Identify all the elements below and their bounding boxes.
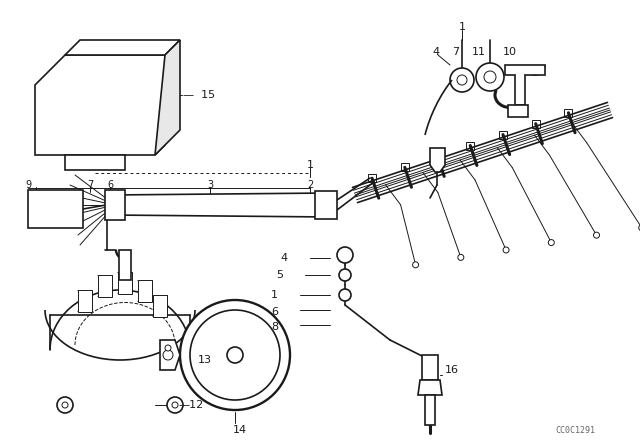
Bar — [118, 272, 132, 294]
Bar — [119, 250, 131, 280]
Bar — [508, 105, 528, 117]
Circle shape — [593, 232, 600, 238]
Circle shape — [57, 397, 73, 413]
Circle shape — [450, 68, 474, 92]
Text: 16: 16 — [445, 365, 459, 375]
Circle shape — [548, 240, 554, 246]
Polygon shape — [65, 155, 125, 170]
Text: —12: —12 — [178, 400, 204, 410]
Polygon shape — [65, 40, 180, 55]
Polygon shape — [155, 40, 180, 155]
Circle shape — [337, 247, 353, 263]
Text: 7: 7 — [87, 180, 93, 190]
Bar — [425, 395, 435, 425]
Circle shape — [484, 71, 496, 83]
Text: 6: 6 — [107, 180, 113, 190]
Circle shape — [165, 345, 171, 351]
Bar — [433, 152, 442, 160]
Bar — [78, 290, 92, 312]
Text: 14: 14 — [233, 425, 247, 435]
Text: —  15: — 15 — [183, 90, 215, 100]
Bar — [28, 190, 83, 228]
Bar — [499, 131, 507, 138]
Text: 7: 7 — [452, 47, 459, 57]
Text: 2: 2 — [307, 180, 313, 190]
Text: 8: 8 — [271, 322, 278, 332]
Circle shape — [476, 63, 504, 91]
Text: 10: 10 — [503, 47, 517, 57]
Circle shape — [639, 225, 640, 231]
Polygon shape — [430, 148, 445, 172]
Circle shape — [62, 402, 68, 408]
Circle shape — [180, 300, 290, 410]
Bar — [105, 190, 125, 220]
Bar — [532, 120, 540, 128]
Circle shape — [339, 289, 351, 301]
Text: CC0C1291: CC0C1291 — [555, 426, 595, 435]
Bar — [315, 191, 337, 219]
Text: 4: 4 — [432, 47, 439, 57]
Circle shape — [172, 402, 178, 408]
Bar — [564, 109, 572, 117]
Polygon shape — [418, 380, 442, 395]
Bar — [98, 275, 112, 297]
Bar — [422, 355, 438, 380]
Polygon shape — [110, 193, 330, 217]
Text: 1: 1 — [307, 160, 314, 170]
Circle shape — [457, 75, 467, 85]
Circle shape — [163, 350, 173, 360]
Circle shape — [503, 247, 509, 253]
Text: 4: 4 — [281, 253, 288, 263]
Polygon shape — [160, 340, 180, 370]
Circle shape — [190, 310, 280, 400]
Text: 3: 3 — [207, 180, 213, 190]
Polygon shape — [35, 55, 165, 155]
Bar — [368, 174, 376, 182]
Text: 6: 6 — [271, 307, 278, 317]
Circle shape — [413, 262, 419, 268]
Text: 13: 13 — [198, 355, 212, 365]
Text: 1: 1 — [271, 290, 278, 300]
Bar — [467, 142, 474, 150]
Circle shape — [167, 397, 183, 413]
Circle shape — [339, 269, 351, 281]
Text: 9: 9 — [25, 180, 31, 190]
Text: 11: 11 — [472, 47, 486, 57]
Polygon shape — [505, 65, 545, 105]
Circle shape — [227, 347, 243, 363]
Circle shape — [458, 254, 464, 260]
Bar — [138, 280, 152, 302]
Bar — [153, 295, 167, 317]
Text: 1: 1 — [458, 22, 465, 32]
Bar — [401, 164, 409, 171]
Text: 5: 5 — [276, 270, 283, 280]
